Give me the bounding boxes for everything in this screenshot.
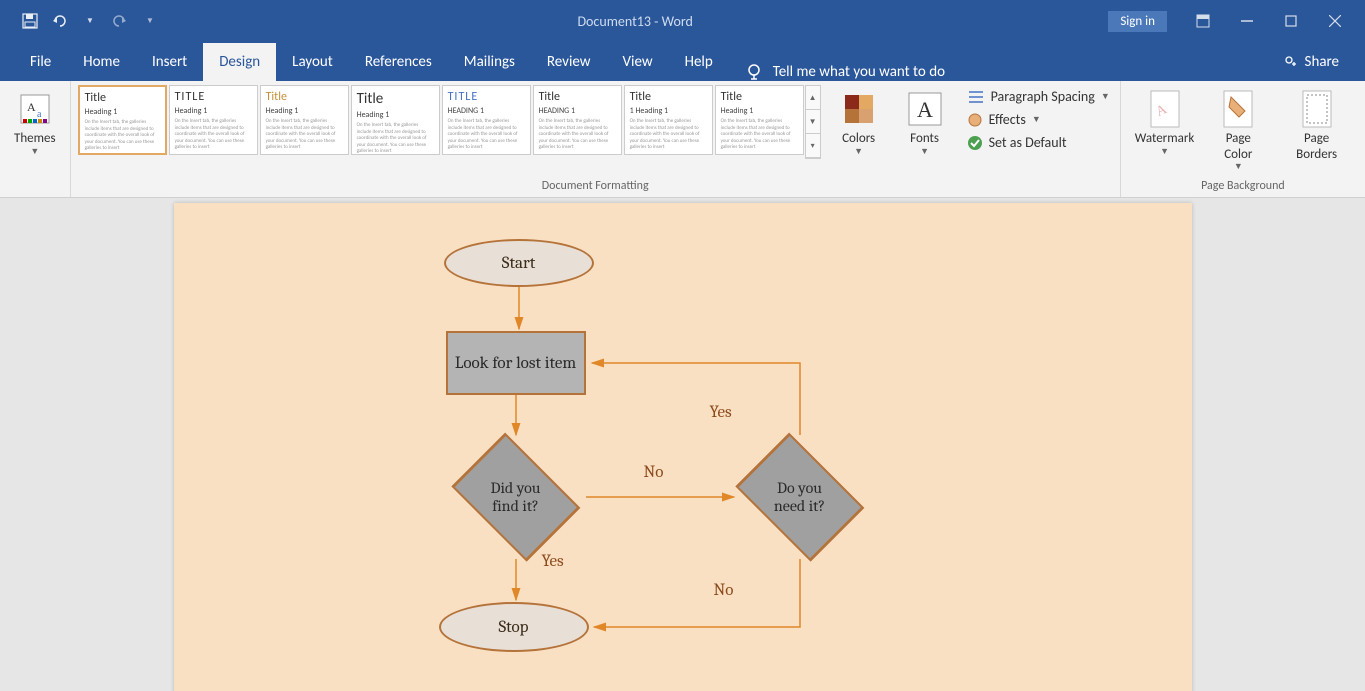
titlebar: ▼ ▼ Document13 - Word Sign in [0,0,1365,42]
tab-insert[interactable]: Insert [136,43,203,81]
style-set-item[interactable]: Title1 Heading 1On the Insert tab, the g… [624,85,713,155]
group-label-doc-formatting: Document Formatting [77,177,1114,197]
share-icon [1283,54,1299,70]
flowchart-node-look[interactable]: Look for lost item [446,331,586,395]
group-label-page-bg: Page Background [1127,177,1359,197]
tell-me-search[interactable]: Tell me what you want to do [729,63,961,81]
chevron-down-icon: ▼ [1234,162,1243,173]
fonts-icon: A [905,89,945,129]
flowchart-label-yes1: Yes [542,552,564,571]
watermark-icon: A [1145,89,1185,129]
tab-layout[interactable]: Layout [276,43,349,81]
chevron-down-icon: ▼ [30,147,39,158]
lightbulb-icon [745,63,763,81]
qat-customize-icon[interactable]: ▼ [138,9,162,33]
page-borders-label: Page Borders [1282,131,1351,162]
style-set-item[interactable]: TitleHeading 1On the Insert tab, the gal… [78,85,167,155]
themes-button[interactable]: Aa Themes ▼ [6,85,64,173]
tab-file[interactable]: File [14,43,67,81]
effects-icon [967,112,983,128]
quick-access-toolbar: ▼ ▼ [0,9,162,33]
style-set-item[interactable]: TitleHeading 1On the Insert tab, the gal… [260,85,349,155]
flowchart-node-start[interactable]: Start [444,239,594,287]
tab-review[interactable]: Review [531,43,607,81]
tab-design[interactable]: Design [203,43,276,81]
flowchart-label-yes2: Yes [710,403,732,422]
paragraph-spacing-button[interactable]: Paragraph Spacing ▼ [963,85,1114,108]
flowchart-label-no2: No [714,581,734,600]
ribbon-display-icon[interactable] [1195,13,1211,29]
tab-references[interactable]: References [349,43,448,81]
tab-mailings[interactable]: Mailings [448,43,531,81]
window-controls: Sign in [1108,11,1365,32]
signin-button[interactable]: Sign in [1108,11,1167,32]
undo-dropdown-icon[interactable]: ▼ [78,9,102,33]
style-gallery[interactable]: TitleHeading 1On the Insert tab, the gal… [77,85,821,159]
style-set-item[interactable]: TitleHeading 1On the Insert tab, the gal… [351,85,440,155]
page-color-button[interactable]: Page Color ▼ [1202,85,1274,173]
page-borders-button[interactable]: Page Borders [1274,85,1359,173]
style-set-item[interactable]: TITLEHeading 1On the Insert tab, the gal… [169,85,258,155]
colors-label: Colors [842,131,875,147]
paragraph-spacing-label: Paragraph Spacing [991,88,1095,105]
style-set-item[interactable]: TitleHeading 1On the Insert tab, the gal… [715,85,804,155]
minimize-icon[interactable] [1239,13,1255,29]
paragraph-spacing-icon [967,89,985,105]
tell-me-label: Tell me what you want to do [773,63,945,81]
watermark-button[interactable]: A Watermark ▼ [1127,85,1203,173]
style-set-item[interactable]: TITLEHEADING 1On the Insert tab, the gal… [442,85,531,155]
set-default-label: Set as Default [989,134,1067,151]
page-color-label: Page Color [1210,131,1266,162]
share-button[interactable]: Share [1283,53,1365,81]
fonts-label: Fonts [910,131,939,147]
flowchart-node-stop[interactable]: Stop [439,602,589,652]
flowchart-node-find[interactable]: Did you find it? [462,443,570,551]
gallery-scroll[interactable]: ▲▼▾ [805,85,821,159]
page[interactable]: Start Look for lost item Did you find it? D… [174,203,1192,691]
themes-label: Themes [14,131,56,147]
chevron-down-icon: ▼ [1160,147,1169,158]
flowchart-label-no1: No [644,463,664,482]
themes-icon: Aa [15,89,55,129]
chevron-down-icon: ▼ [1032,114,1041,125]
chevron-down-icon: ▼ [854,147,863,158]
colors-button[interactable]: Colors ▼ [831,85,887,173]
undo-icon[interactable] [48,9,72,33]
maximize-icon[interactable] [1283,13,1299,29]
svg-text:a: a [37,109,42,120]
checkmark-icon [967,135,983,151]
effects-button[interactable]: Effects ▼ [963,108,1114,131]
effects-label: Effects [989,111,1026,128]
tab-view[interactable]: View [607,43,669,81]
chevron-down-icon: ▼ [1101,91,1110,102]
close-icon[interactable] [1327,13,1343,29]
page-color-icon [1218,89,1258,129]
ribbon: Aa Themes ▼ TitleHeading 1On the Insert … [0,81,1365,198]
page-borders-icon [1297,89,1337,129]
svg-text:A: A [917,97,933,122]
flowchart-node-need[interactable]: Do you need it? [746,443,854,551]
chevron-down-icon: ▼ [920,147,929,158]
document-title: Document13 - Word [162,13,1108,30]
redo-icon[interactable] [108,9,132,33]
tab-home[interactable]: Home [67,43,136,81]
document-area: Start Look for lost item Did you find it? D… [0,198,1365,691]
watermark-label: Watermark [1135,131,1195,147]
style-set-item[interactable]: TitleHEADING 1On the Insert tab, the gal… [533,85,622,155]
share-label: Share [1305,53,1339,71]
ribbon-tabs: FileHomeInsertDesignLayoutReferencesMail… [0,42,1365,81]
colors-icon [839,89,879,129]
tab-help[interactable]: Help [669,43,729,81]
flowchart-connectors [174,203,1192,691]
svg-text:A: A [27,100,36,114]
set-default-button[interactable]: Set as Default [963,131,1114,154]
save-icon[interactable] [18,9,42,33]
fonts-button[interactable]: A Fonts ▼ [897,85,953,173]
